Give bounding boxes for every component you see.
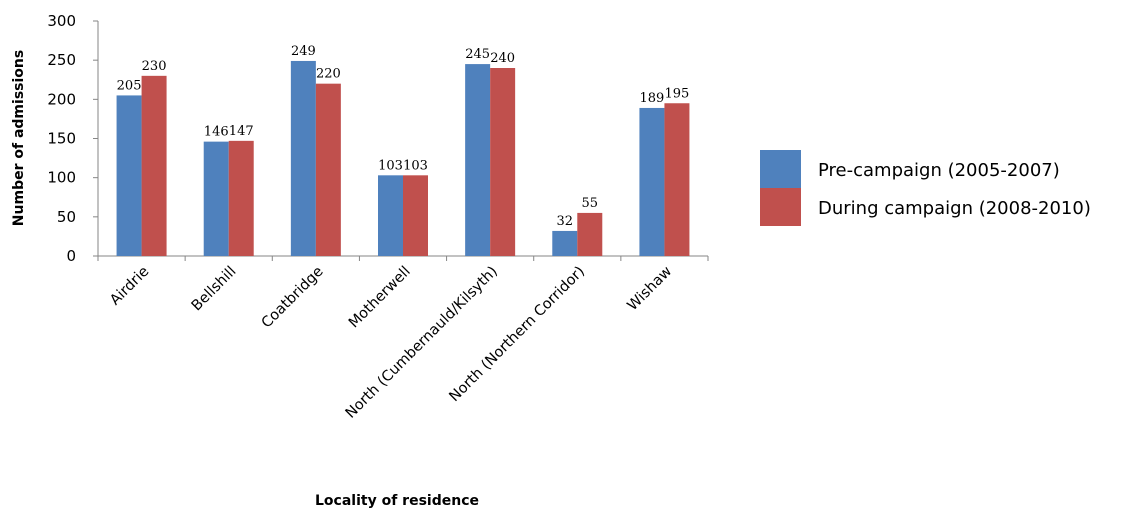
data-label: 249 — [291, 44, 316, 59]
y-tick-label: 100 — [47, 169, 76, 187]
legend-label: Pre-campaign (2005-2007) — [818, 160, 1060, 181]
x-tick-label: Airdrie — [107, 263, 152, 308]
legend-swatch — [760, 150, 801, 188]
bar-during-campaign — [403, 175, 428, 256]
y-tick-label: 0 — [66, 247, 76, 265]
y-tick-label: 200 — [47, 90, 76, 108]
x-tick-label: Bellshill — [189, 264, 240, 315]
legend-swatch — [760, 188, 801, 226]
x-axis-title: Locality of residence — [315, 493, 479, 509]
data-label: 103 — [403, 158, 428, 173]
x-tick-label: Wishaw — [625, 263, 676, 314]
legend-label: During campaign (2008-2010) — [818, 198, 1091, 219]
legend: Pre-campaign (2005-2007) During campaign … — [760, 150, 1091, 226]
data-label: 147 — [229, 124, 254, 139]
bar-pre-campaign — [290, 60, 316, 257]
bar-during-campaign — [141, 75, 167, 256]
bar-during-campaign — [664, 103, 690, 256]
data-label: 245 — [465, 47, 490, 62]
bar-pre-campaign — [203, 141, 229, 256]
data-label: 189 — [640, 91, 665, 106]
bar-pre-campaign — [378, 175, 403, 256]
data-label: 195 — [665, 86, 690, 101]
y-axis: 0 50 100 150 200 250 300 — [47, 12, 99, 265]
data-label: 55 — [582, 196, 599, 211]
bar-during-campaign — [577, 212, 603, 256]
y-axis-title: Number of admissions — [11, 50, 27, 226]
y-tick-label: 50 — [57, 208, 76, 226]
bars — [116, 60, 690, 257]
x-tick-label: Coatbridge — [259, 263, 327, 331]
bar-pre-campaign — [465, 64, 491, 256]
bar-during-campaign — [490, 68, 516, 256]
data-label: 103 — [378, 158, 403, 173]
data-label: 230 — [142, 59, 167, 74]
x-tick-label: Motherwell — [346, 264, 414, 332]
y-tick-label: 250 — [47, 51, 76, 69]
y-tick-label: 150 — [47, 130, 76, 148]
bar-during-campaign — [228, 140, 254, 256]
category-labels: Airdrie Bellshill Coatbridge MotherwellNort… — [107, 263, 675, 421]
bar-pre-campaign — [116, 95, 142, 257]
data-label: 32 — [557, 214, 574, 229]
data-label: 205 — [117, 78, 142, 93]
bar-during-campaign — [315, 83, 341, 257]
x-tick-label: North (Cumbernauld/Kilsyth) — [343, 264, 501, 422]
data-label: 146 — [204, 125, 229, 140]
data-label: 220 — [316, 67, 341, 82]
bar-pre-campaign — [639, 107, 665, 256]
y-tick-label: 300 — [47, 12, 76, 30]
x-axis — [97, 255, 709, 261]
data-label: 240 — [490, 51, 515, 66]
bar-pre-campaign — [552, 230, 578, 256]
